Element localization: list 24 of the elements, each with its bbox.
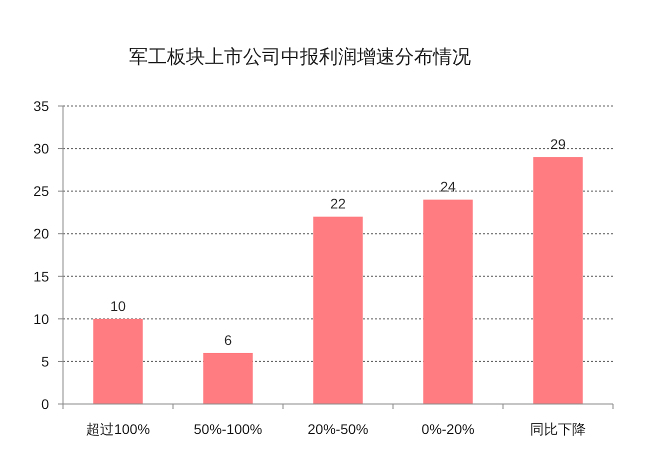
y-tick-label: 25 [33,183,50,200]
bar [423,200,473,404]
x-tick-label: 50%-100% [194,421,262,437]
y-tick-label: 15 [33,268,50,284]
data-label: 6 [224,332,232,348]
y-tick-label: 20 [33,226,50,242]
bar [93,318,143,404]
y-tick-label: 30 [33,140,50,157]
data-label: 29 [550,136,566,152]
data-label: 22 [330,196,346,212]
chart-title: 军工板块上市公司中报利润增速分布情况 [129,46,471,68]
y-tick-label: 0 [41,396,50,412]
x-tick-label: 超过100% [86,421,150,437]
y-tick-label: 35 [33,98,50,114]
bar [203,352,253,404]
x-tick-label: 同比下降 [530,421,586,437]
bar [533,157,583,404]
data-label: 24 [440,178,456,195]
bar [313,216,363,404]
data-label: 10 [110,298,126,314]
x-tick-label: 0%-20% [422,421,474,437]
y-tick-label: 5 [41,353,50,370]
x-tick-label: 20%-50% [308,421,368,437]
y-tick-label: 10 [33,310,50,327]
